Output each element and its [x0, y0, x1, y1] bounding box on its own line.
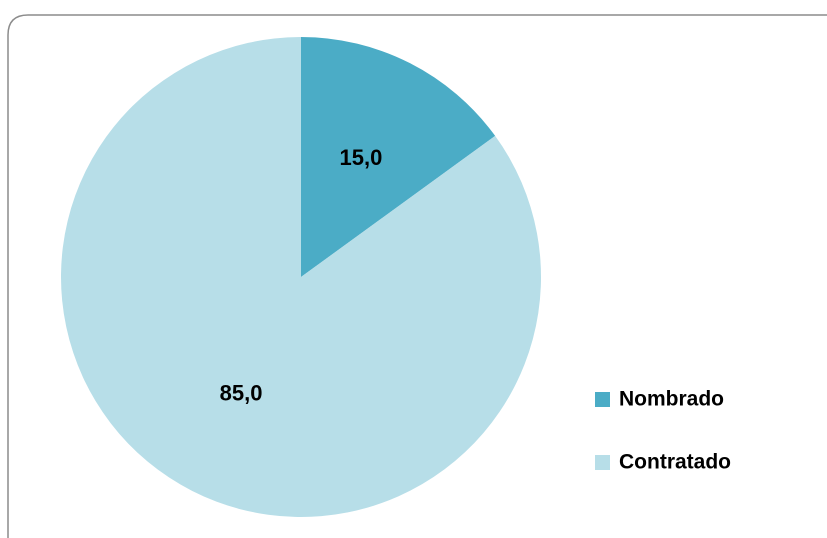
- legend-swatch: [595, 392, 610, 407]
- pie-slice: [61, 37, 542, 518]
- legend-label: Nombrado: [619, 388, 724, 411]
- data-label: 85,0: [220, 380, 263, 405]
- data-label: 15,0: [340, 145, 383, 170]
- legend-label: Contratado: [619, 451, 731, 474]
- pie-slice: [301, 37, 496, 277]
- legend-swatch: [595, 455, 610, 470]
- chart-border: [7, 14, 827, 538]
